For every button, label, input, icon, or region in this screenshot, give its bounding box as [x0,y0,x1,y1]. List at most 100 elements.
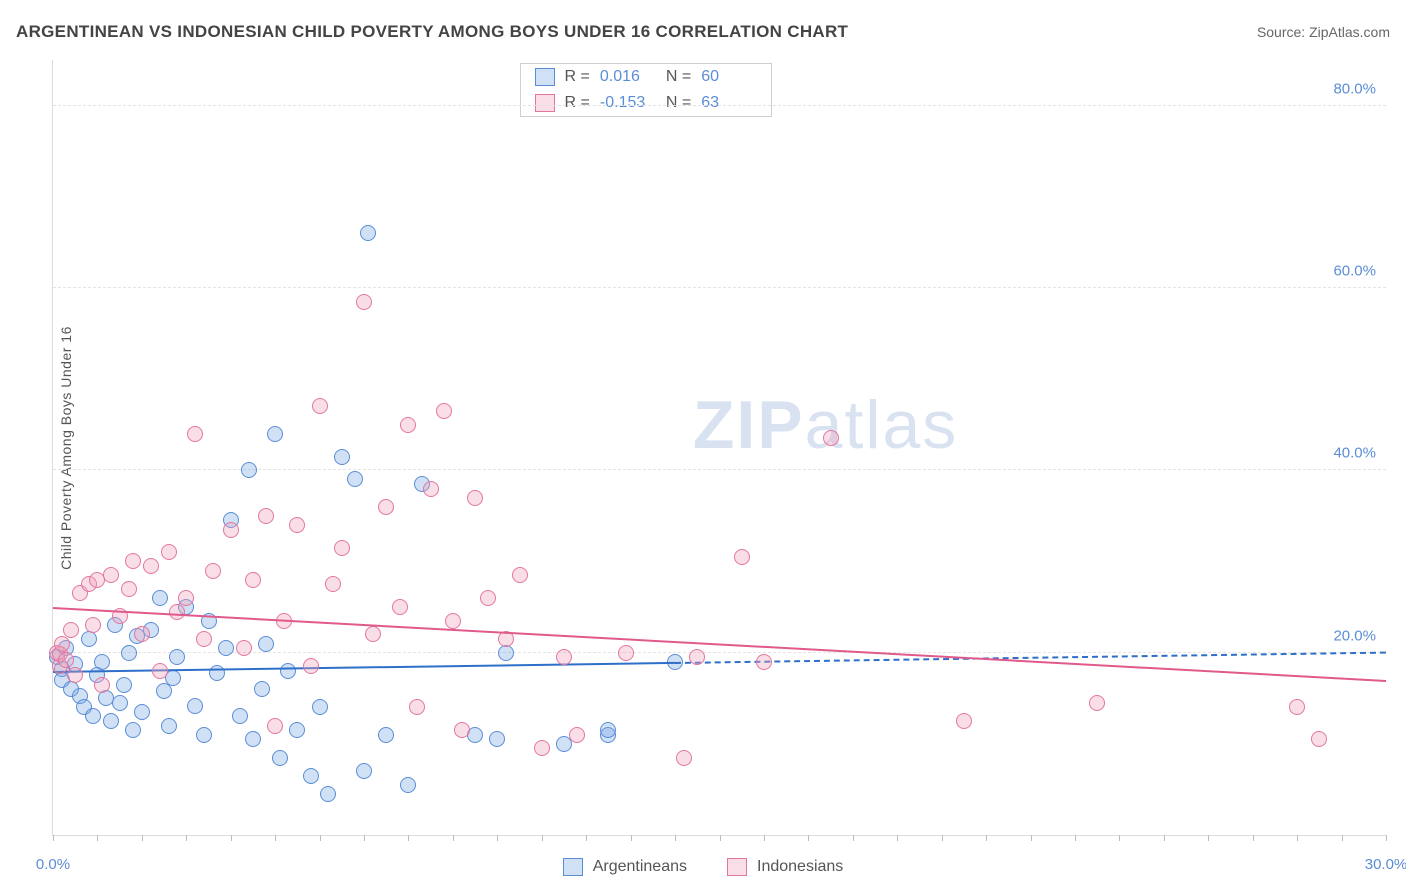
data-point [467,490,483,506]
r-label: R = [565,94,590,112]
trend-line [53,662,675,673]
data-point [498,645,514,661]
data-point [116,677,132,693]
data-point [392,599,408,615]
chart-area: Child Poverty Among Boys Under 16 ZIPatl… [52,60,1386,836]
x-tick-mark [586,835,587,841]
stat-row: R =-0.153N =63 [521,90,772,116]
x-tick-mark [1164,835,1165,841]
x-tick-mark [764,835,765,841]
trend-line [53,607,1386,682]
plot-region: ZIPatlas R =0.016N =60R =-0.153N =63 20.… [52,60,1386,836]
data-point [409,699,425,715]
data-point [143,558,159,574]
data-point [54,636,70,652]
data-point [272,750,288,766]
legend-item: Indonesians [727,858,843,876]
chart-header: ARGENTINEAN VS INDONESIAN CHILD POVERTY … [16,22,1390,42]
data-point [956,713,972,729]
data-point [161,718,177,734]
series-swatch [535,68,555,86]
data-point [134,704,150,720]
source-credit: Source: ZipAtlas.com [1257,24,1390,40]
data-point [289,517,305,533]
correlation-stats-box: R =0.016N =60R =-0.153N =63 [520,63,773,117]
data-point [245,731,261,747]
data-point [1289,699,1305,715]
data-point [325,576,341,592]
data-point [689,649,705,665]
x-tick-mark [97,835,98,841]
data-point [245,572,261,588]
data-point [178,590,194,606]
n-value: 60 [701,68,757,86]
data-point [512,567,528,583]
data-point [356,763,372,779]
data-point [756,654,772,670]
data-point [196,727,212,743]
data-point [267,718,283,734]
gridline [53,105,1386,106]
y-tick-label: 80.0% [1333,80,1376,97]
data-point [125,553,141,569]
data-point [241,462,257,478]
data-point [823,430,839,446]
legend-swatch [563,858,583,876]
x-tick-mark [897,835,898,841]
x-tick-mark [631,835,632,841]
data-point [187,698,203,714]
data-point [423,481,439,497]
x-tick-mark [986,835,987,841]
data-point [436,403,452,419]
data-point [347,471,363,487]
x-tick-mark [808,835,809,841]
x-tick-mark [1297,835,1298,841]
data-point [236,640,252,656]
data-point [152,663,168,679]
data-point [312,398,328,414]
data-point [94,677,110,693]
data-point [320,786,336,802]
legend-label: Argentineans [593,858,687,876]
data-point [289,722,305,738]
data-point [356,294,372,310]
x-tick-mark [1342,835,1343,841]
gridline [53,652,1386,653]
x-tick-mark [1386,835,1387,841]
data-point [152,590,168,606]
data-point [400,777,416,793]
data-point [734,549,750,565]
x-tick-mark [142,835,143,841]
x-tick-mark [1075,835,1076,841]
gridline [53,287,1386,288]
data-point [258,508,274,524]
source-prefix: Source: [1257,24,1309,40]
data-point [94,654,110,670]
stat-row: R =0.016N =60 [521,64,772,90]
data-point [58,652,74,668]
x-tick-mark [675,835,676,841]
watermark-zip: ZIP [693,387,805,463]
watermark: ZIPatlas [693,386,958,464]
data-point [125,722,141,738]
data-point [1089,695,1105,711]
legend-item: Argentineans [563,858,687,876]
x-tick-mark [231,835,232,841]
data-point [63,622,79,638]
data-point [378,499,394,515]
data-point [618,645,634,661]
data-point [1311,731,1327,747]
data-point [85,708,101,724]
y-tick-label: 40.0% [1333,445,1376,462]
data-point [400,417,416,433]
data-point [280,663,296,679]
x-tick-mark [853,835,854,841]
legend-swatch [727,858,747,876]
data-point [445,613,461,629]
data-point [67,667,83,683]
data-point [169,649,185,665]
data-point [454,722,470,738]
data-point [312,699,328,715]
data-point [267,426,283,442]
x-tick-mark [542,835,543,841]
